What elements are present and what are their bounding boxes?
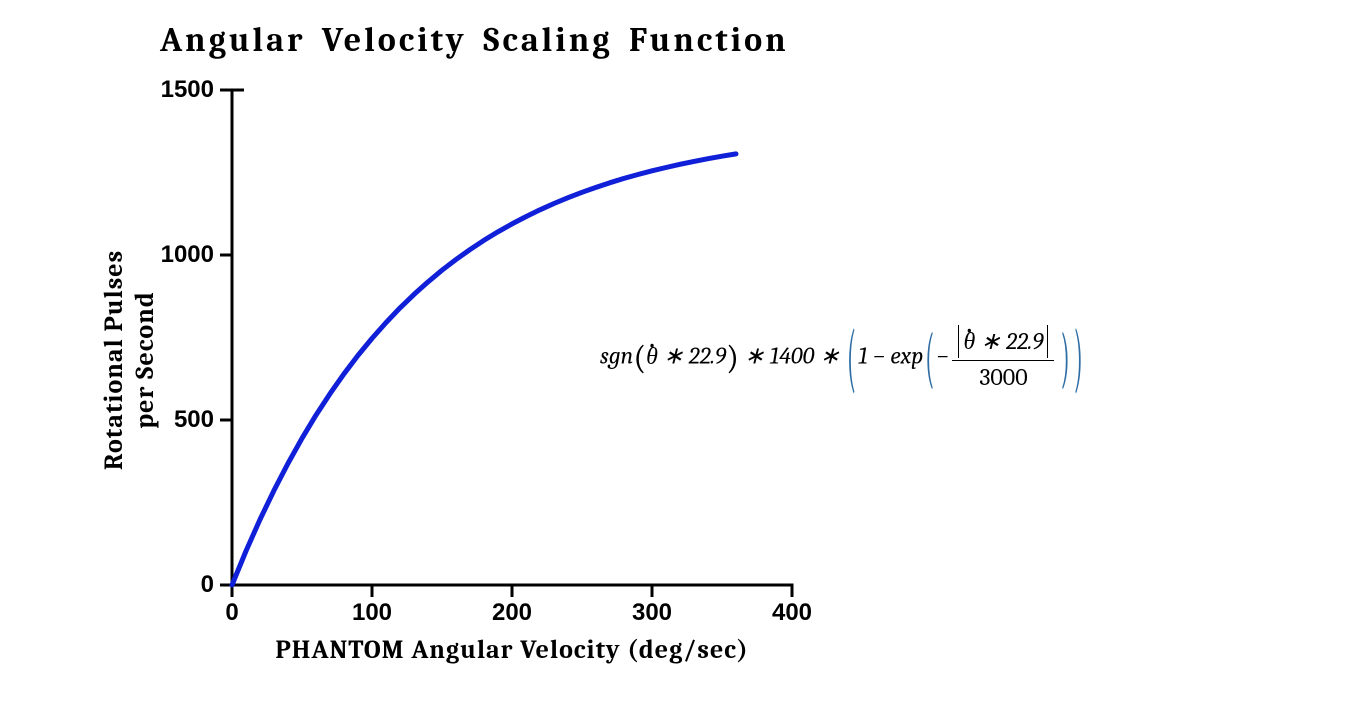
x-tick-label: 0 xyxy=(225,599,238,627)
y-tick-label: 0 xyxy=(201,571,214,599)
formula-exp: exp xyxy=(890,342,923,370)
formula-star-1: ∗ xyxy=(658,342,689,370)
x-tick-label: 200 xyxy=(492,599,532,627)
formula-star-4: ∗ xyxy=(975,327,1006,355)
paren-close-big: ) xyxy=(1074,312,1083,402)
formula: sgn(θ ∗ 22.9) ∗ 1400 ∗ (1 − exp(−θ ∗ 22.… xyxy=(600,325,1085,391)
formula-22p9-1: 22.9 xyxy=(689,342,727,370)
x-tick-label: 100 xyxy=(352,599,392,627)
formula-fraction: θ ∗ 22.93000 xyxy=(952,325,1054,391)
formula-denominator: 3000 xyxy=(952,361,1054,391)
formula-star-2: ∗ xyxy=(739,342,770,370)
formula-neg: − xyxy=(936,342,948,370)
y-axis-label-line1: Rotational Pulses xyxy=(99,250,129,470)
x-tick-label: 400 xyxy=(772,599,812,627)
formula-minus: − xyxy=(868,342,891,370)
chart-title: Angular Velocity Scaling Function xyxy=(160,20,789,60)
y-tick-label: 500 xyxy=(174,406,214,434)
y-tick-label: 1000 xyxy=(161,241,214,269)
chart-container: Angular Velocity Scaling Function Rotati… xyxy=(0,0,1349,702)
formula-theta-1: θ xyxy=(646,342,658,371)
formula-theta-2: θ xyxy=(963,327,975,356)
paren-open-med: ( xyxy=(925,318,934,396)
formula-abs: θ ∗ 22.9 xyxy=(958,325,1048,358)
x-tick-label: 300 xyxy=(632,599,672,627)
x-axis-label: PHANTOM Angular Velocity (deg/sec) xyxy=(232,635,792,665)
formula-sgn: sgn xyxy=(600,342,633,370)
formula-numerator: θ ∗ 22.9 xyxy=(952,325,1054,361)
formula-22p9-2: 22.9 xyxy=(1006,327,1044,355)
y-axis-label: Rotational Pulses per Second xyxy=(99,250,161,470)
formula-one: 1 xyxy=(858,342,867,370)
paren-close-1: ) xyxy=(726,340,739,378)
y-axis-label-line2: per Second xyxy=(130,291,160,428)
paren-close-med: ) xyxy=(1060,318,1069,396)
paren-open-1: ( xyxy=(633,340,646,378)
formula-1400: 1400 xyxy=(770,342,815,370)
formula-star-3: ∗ xyxy=(814,342,845,370)
paren-open-big: ( xyxy=(847,312,856,402)
y-tick-label: 1500 xyxy=(161,76,214,104)
